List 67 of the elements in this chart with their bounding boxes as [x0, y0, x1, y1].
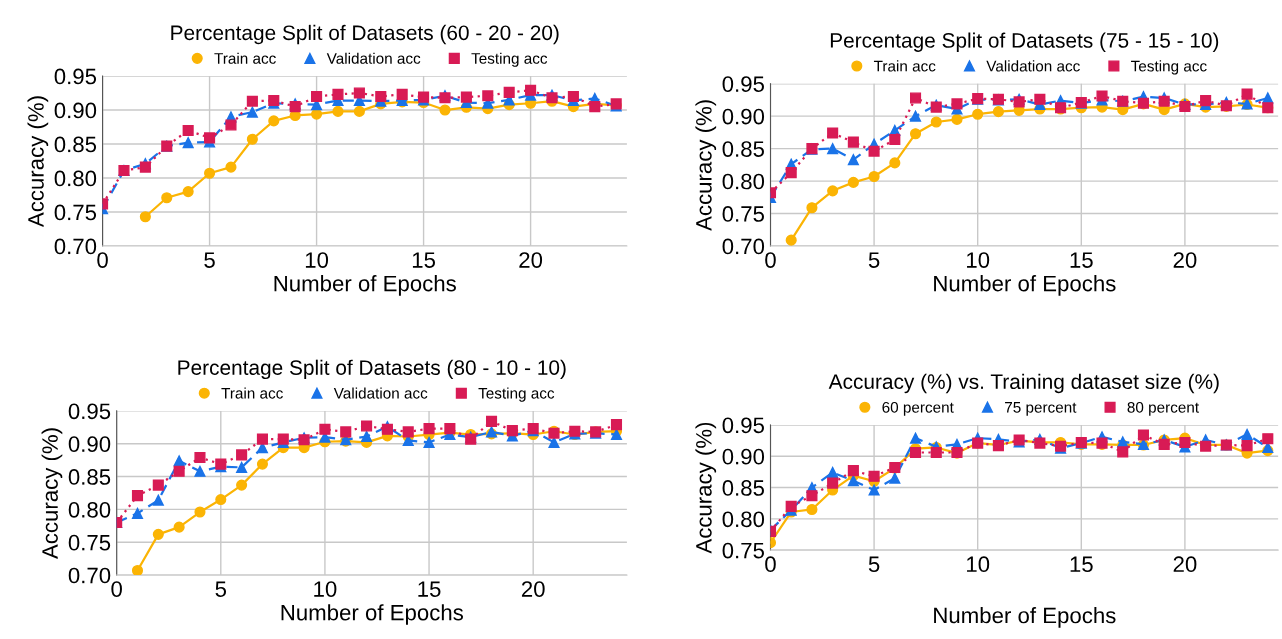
legend-label: Train acc — [221, 387, 283, 399]
y-tick-label: 0.70 — [722, 238, 765, 255]
legend-label: Validation acc — [986, 60, 1080, 72]
y-tick-label: 0.95 — [54, 68, 97, 85]
legend-label: 75 percent — [1005, 402, 1077, 416]
chart-title: Percentage Split of Datasets (80 - 10 - 10) — [178, 359, 566, 380]
y-tick-label: 0.75 — [68, 534, 111, 551]
chart-title: Accuracy (%) vs. Training dataset size (%) — [828, 373, 1219, 394]
chart-title: Percentage Split of Datasets (75 - 15 - 10) — [830, 32, 1219, 52]
y-tick-label: 0.75 — [722, 206, 764, 222]
y-tick-label: 0.90 — [722, 448, 765, 465]
legend-label: Train acc — [873, 60, 936, 72]
x-tick-label: 0 — [97, 252, 108, 268]
legend-label: 60 percent — [882, 401, 954, 416]
y-axis-title: Accuracy (%) — [41, 428, 63, 559]
y-tick-label: 0.90 — [68, 436, 111, 452]
x-tick-label: 5 — [204, 252, 215, 268]
chart-title: Percentage Split of Datasets (60 - 20 - 20) — [171, 24, 559, 45]
legend-label: Testing acc — [478, 387, 555, 402]
x-tick-label: 15 — [1070, 252, 1093, 268]
y-tick-label: 0.95 — [722, 417, 764, 434]
y-axis-title: Accuracy (%) — [27, 96, 49, 228]
x-axis-title: Number of Epochs — [934, 275, 1116, 296]
y-tick-label: 0.70 — [54, 238, 97, 255]
x-tick-label: 10 — [967, 252, 990, 268]
x-tick-label: 10 — [967, 556, 990, 573]
x-tick-label: 10 — [305, 252, 329, 268]
legend-label: 80 percent — [1127, 401, 1199, 416]
y-axis-title: Accuracy (%) — [695, 100, 717, 231]
y-tick-label: 0.75 — [54, 204, 97, 221]
x-tick-label: 10 — [314, 581, 337, 597]
y-tick-label: 0.95 — [722, 76, 764, 92]
legend-label: Validation acc — [326, 52, 421, 64]
legend-label: Validation acc — [333, 387, 428, 399]
y-tick-label: 0.75 — [722, 542, 764, 559]
y-tick-label: 0.80 — [54, 170, 97, 187]
x-tick-label: 0 — [765, 252, 776, 268]
x-tick-label: 5 — [868, 556, 880, 573]
x-tick-label: 20 — [1173, 252, 1197, 268]
x-tick-label: 15 — [1070, 556, 1093, 573]
x-tick-label: 0 — [765, 556, 776, 573]
x-tick-label: 20 — [1173, 556, 1197, 573]
y-tick-label: 0.90 — [54, 102, 97, 119]
x-tick-label: 20 — [521, 581, 545, 597]
y-tick-label: 0.85 — [54, 136, 97, 153]
y-tick-label: 0.85 — [722, 480, 764, 496]
legend-label: Testing acc — [1131, 60, 1207, 75]
x-axis-title: Number of Epochs — [274, 275, 456, 296]
y-axis-title: Accuracy (%) — [695, 422, 717, 554]
y-tick-label: 0.85 — [722, 141, 764, 157]
y-tick-label: 0.80 — [68, 501, 111, 518]
x-tick-label: 0 — [111, 581, 122, 597]
y-tick-label: 0.80 — [722, 173, 765, 190]
x-tick-label: 20 — [519, 252, 543, 268]
y-tick-label: 0.95 — [68, 403, 111, 420]
y-tick-label: 0.70 — [68, 567, 111, 584]
x-tick-label: 15 — [418, 581, 441, 597]
x-axis-title: Number of Epochs — [934, 607, 1116, 628]
x-axis-title: Number of Epochs — [281, 604, 463, 625]
x-tick-label: 5 — [868, 252, 880, 268]
y-tick-label: 0.90 — [722, 108, 765, 125]
legend-label: Train acc — [214, 52, 276, 64]
x-tick-label: 15 — [412, 252, 436, 268]
y-tick-label: 0.85 — [68, 469, 111, 485]
x-tick-label: 5 — [215, 581, 227, 597]
y-tick-label: 0.80 — [722, 511, 765, 528]
legend-label: Testing acc — [471, 52, 548, 67]
